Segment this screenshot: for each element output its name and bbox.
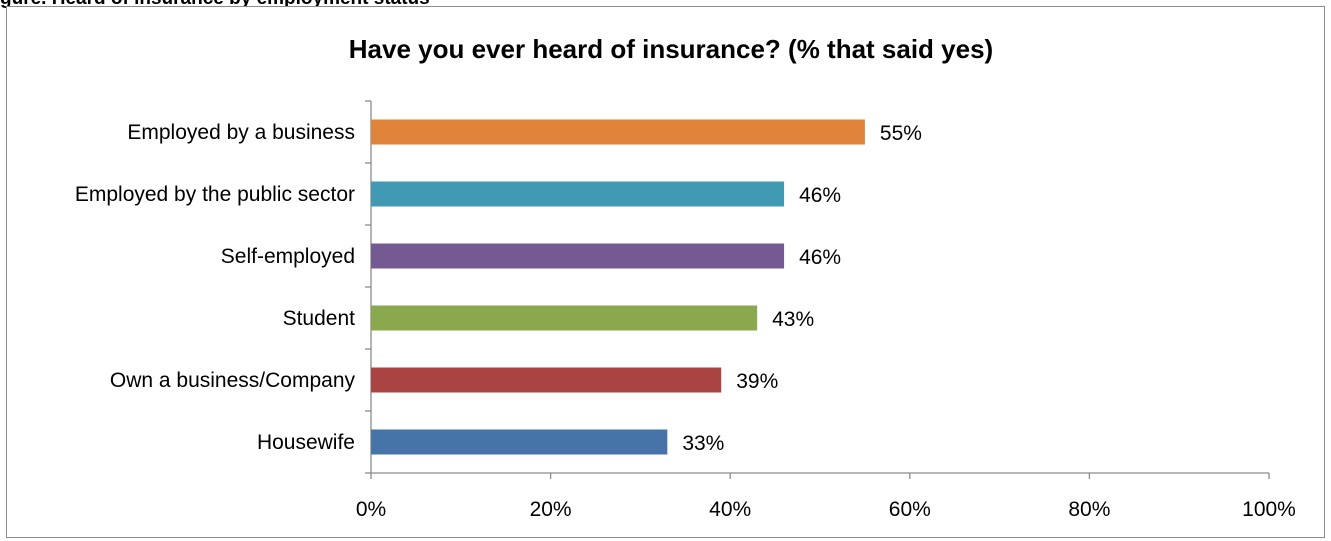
bar — [371, 181, 785, 207]
data-label: 55% — [880, 122, 922, 145]
data-label: 33% — [682, 432, 724, 455]
category-label: Employed by a business — [127, 121, 355, 144]
category-label: Self-employed — [221, 245, 355, 268]
chart-title: Have you ever heard of insurance? (% tha… — [349, 34, 993, 64]
x-tick-label: 20% — [530, 498, 572, 521]
bar — [371, 429, 668, 455]
bar-chart: Have you ever heard of insurance? (% tha… — [75, 34, 1296, 521]
data-label: 46% — [799, 246, 841, 269]
bar — [371, 367, 722, 393]
x-tick-label: 60% — [889, 498, 931, 521]
category-label: Student — [283, 307, 356, 330]
x-tick-label: 40% — [709, 498, 751, 521]
x-tick-label: 100% — [1242, 498, 1296, 521]
chart-axes: 0% 20% 40% 60% 80% 100% Employed by a business… — [75, 100, 1296, 521]
figure-caption: gure. Heard of insurance by employment s… — [0, 0, 430, 10]
bar — [371, 305, 758, 331]
category-label: Own a business/Company — [110, 369, 356, 392]
data-label: 39% — [736, 370, 778, 393]
x-tick-label: 0% — [356, 498, 386, 521]
bar — [371, 243, 785, 269]
category-label: Housewife — [257, 431, 355, 454]
chart-bars: 55% 46% 46% 43% 39% 33% — [371, 119, 922, 455]
bar — [371, 119, 865, 145]
chart-frame: Have you ever heard of insurance? (% tha… — [6, 6, 1325, 538]
data-label: 43% — [772, 308, 814, 331]
x-tick-label: 80% — [1068, 498, 1110, 521]
category-label: Employed by the public sector — [75, 183, 355, 206]
data-label: 46% — [799, 184, 841, 207]
